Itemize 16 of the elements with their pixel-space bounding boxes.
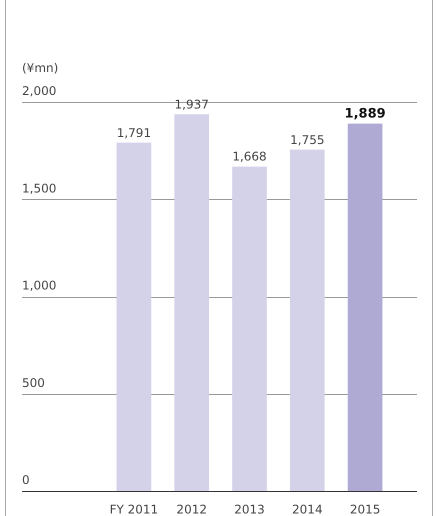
y-tick-label: 2,000 bbox=[22, 84, 56, 98]
x-tick-label: 2012 bbox=[176, 502, 207, 516]
y-tick-label: 1,500 bbox=[22, 181, 56, 196]
x-tick-label: 2013 bbox=[234, 502, 265, 516]
data-label: 1,889 bbox=[344, 106, 386, 122]
data-label: 1,937 bbox=[174, 97, 209, 112]
x-tick-label: 2014 bbox=[292, 502, 323, 516]
y-tick-label: 1,000 bbox=[22, 278, 56, 292]
data-label: 1,755 bbox=[290, 132, 324, 147]
x-tick-label: 2015 bbox=[350, 502, 380, 516]
data-label: 1,668 bbox=[232, 150, 267, 164]
y-axis-title: (¥mn) bbox=[22, 61, 58, 75]
y-tick-label: 500 bbox=[22, 376, 45, 390]
y-tick-label: 0 bbox=[22, 473, 30, 487]
x-tick-label: FY 2011 bbox=[110, 502, 158, 516]
data-label: 1,791 bbox=[116, 126, 152, 140]
